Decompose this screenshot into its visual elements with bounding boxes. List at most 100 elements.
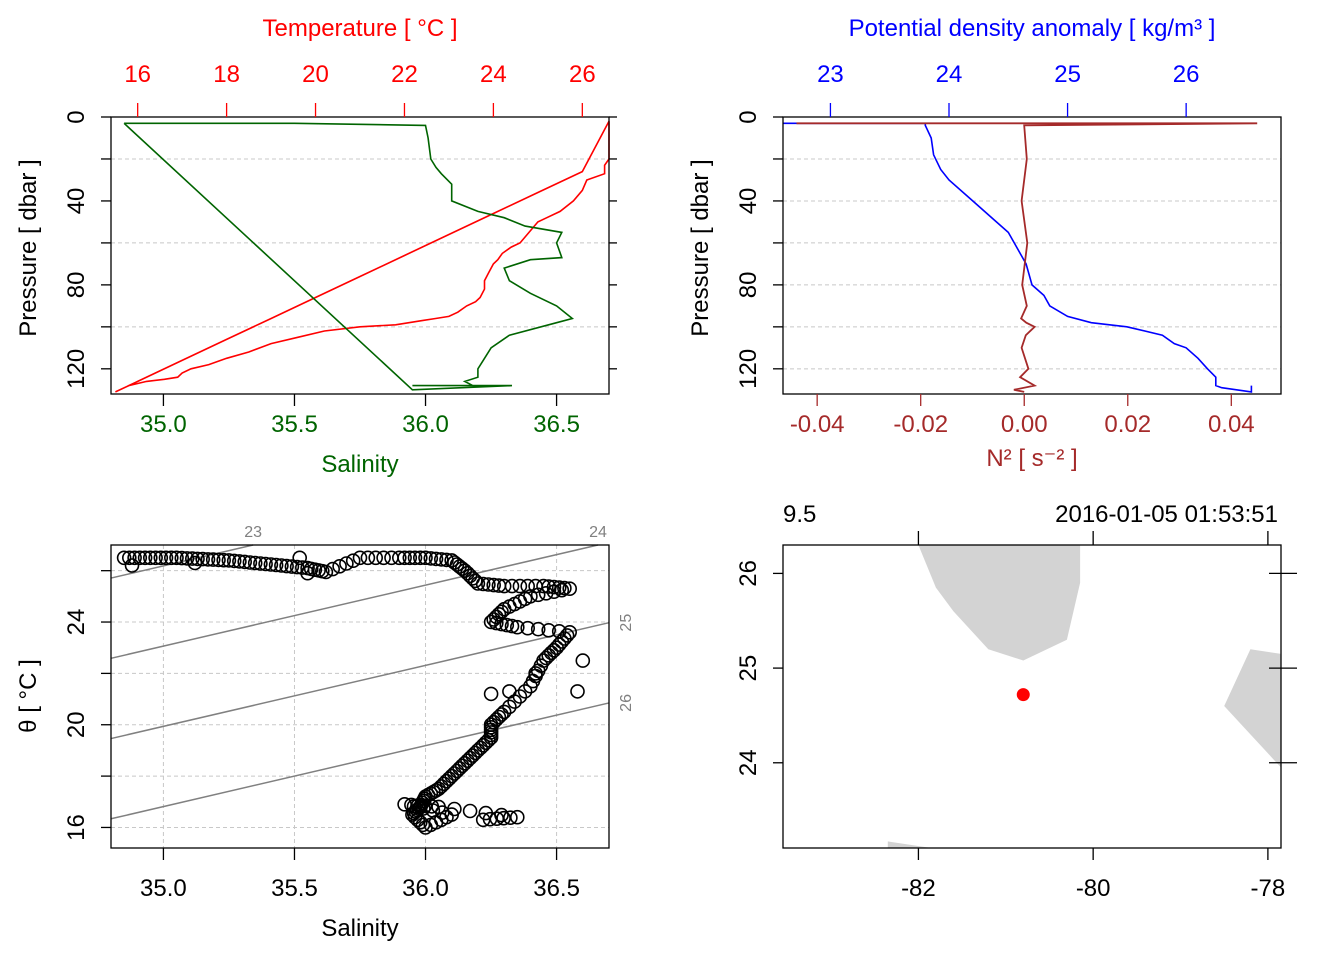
p1-bottom-tick-label: 36.5	[533, 411, 580, 438]
p3-point	[428, 551, 444, 567]
p3-point	[494, 707, 509, 722]
p3-point	[439, 773, 454, 789]
p3-isopycnal-label: 26	[618, 694, 635, 712]
p3-point	[169, 550, 184, 566]
p3-point	[332, 558, 347, 574]
p1-left-tick-label: 0	[63, 110, 90, 123]
p2-series	[783, 122, 1258, 393]
p3-point	[486, 577, 502, 593]
p2-left-tick-label: 120	[735, 349, 762, 389]
p3-point	[554, 582, 570, 598]
p3-point	[148, 550, 163, 566]
p4-left-tick-label: 24	[735, 749, 762, 776]
p2-left-tick-label: 40	[735, 188, 762, 215]
p2-density-line	[783, 122, 1253, 393]
p1-bottom-tick-label: 36.0	[402, 411, 449, 438]
p1-gridlines	[111, 158, 609, 328]
p3-point	[460, 565, 475, 581]
p3-point	[541, 622, 557, 638]
p3-point	[502, 699, 517, 715]
p3-point	[339, 556, 354, 571]
p1-top-tick-label: 18	[213, 61, 240, 88]
p3-point	[143, 550, 158, 566]
p3-point	[424, 799, 440, 814]
p4-left-tick-label: 25	[735, 655, 762, 682]
p3-point	[478, 735, 494, 751]
p1-top-tick-label: 16	[124, 61, 151, 88]
p4-bottom-tick-label: -82	[901, 875, 936, 902]
p3-point	[221, 553, 237, 568]
p3-left-tick-label: 16	[63, 814, 90, 841]
p3-point	[457, 563, 473, 579]
p3-point	[124, 558, 140, 573]
p3-point	[258, 556, 273, 572]
p4-left-tick-label: 26	[735, 560, 762, 587]
p2-top-tick-label: 23	[817, 61, 844, 88]
p3-point	[179, 551, 195, 566]
p3-point	[462, 750, 478, 766]
p4-top-left-text: 9.5	[783, 501, 816, 528]
p3-point	[402, 550, 418, 566]
p1-bottom-tick-label: 35.5	[271, 411, 318, 438]
p3-points	[116, 550, 591, 835]
p3-point	[530, 587, 546, 603]
p2-gridlines	[783, 158, 1281, 370]
p1-bottom-tick-label: 35.0	[140, 411, 187, 438]
p3-isopycnal-label: 23	[244, 524, 262, 541]
p2-ylabel: Pressure [ dbar ]	[687, 159, 714, 336]
p3-isopycnals	[110, 544, 610, 820]
p3-point	[462, 568, 478, 584]
p1-top-tick-label: 22	[391, 61, 418, 88]
p3-bottom-tick-label: 35.0	[140, 875, 187, 902]
p3-point	[543, 645, 559, 661]
p3-point	[538, 585, 554, 601]
p2-left-tick-label: 80	[735, 272, 762, 299]
p3-point	[488, 609, 504, 625]
p2-ticks: 23 24 25 26 -0.04 -0.02 0.00 0.02 0.04 0 40 80 120	[735, 61, 1255, 438]
p3-point	[460, 753, 475, 769]
p3-xlabel: Salinity	[321, 915, 398, 942]
p3-point	[512, 578, 528, 594]
p3-point	[502, 684, 517, 699]
p3-point	[200, 552, 216, 567]
p3-point	[530, 621, 546, 637]
p3-point	[507, 694, 522, 709]
p3-point	[232, 554, 247, 569]
p3-point	[570, 684, 585, 699]
p3-point	[549, 640, 564, 656]
p3-point	[541, 579, 557, 594]
p3-point	[541, 648, 557, 663]
panel-profile-density: 23 24 25 26 -0.04 -0.02 0.00 0.02 0.04 0 40 80 120 P…	[687, 15, 1282, 472]
p3-point	[447, 766, 462, 781]
p3-point	[391, 550, 407, 566]
p3-point	[467, 573, 483, 589]
p3-point	[483, 686, 499, 702]
p3-point	[132, 550, 148, 566]
p3-point	[452, 761, 467, 776]
p3-point	[360, 550, 376, 566]
p3-point	[376, 550, 391, 566]
p3-point	[174, 550, 190, 566]
p3-point	[482, 811, 498, 827]
p2-title: Potential density anomaly [ kg/m³ ]	[849, 15, 1216, 42]
p1-ticks: 16 18 20 22 24 26 35.0 35.5 36.0 36.5 0 40 80 120	[63, 61, 617, 438]
p3-point	[279, 558, 294, 574]
p3-point	[457, 755, 473, 771]
p3-point	[496, 578, 512, 594]
p3-point	[423, 551, 439, 566]
panel-profile-ts: 16 18 20 22 24 26 35.0 35.5 36.0 36.5 0 40 80 120 Tem…	[15, 15, 617, 478]
p3-point	[467, 745, 483, 761]
p3-point	[226, 553, 242, 569]
p2-frame	[782, 116, 1282, 395]
p3-point	[575, 653, 591, 668]
p3-point	[447, 801, 462, 817]
p3-point	[412, 550, 428, 566]
p3-bottom-tick-label: 35.5	[271, 875, 318, 902]
p2-xlabel: N² [ s⁻² ]	[986, 445, 1077, 472]
p3-point	[153, 550, 169, 566]
p3-point	[325, 561, 341, 577]
p1-ylabel: Pressure [ dbar ]	[15, 159, 42, 336]
p3-point	[499, 617, 515, 633]
p1-salinity-line	[123, 122, 575, 391]
p3-isopycnal-line	[110, 621, 610, 740]
